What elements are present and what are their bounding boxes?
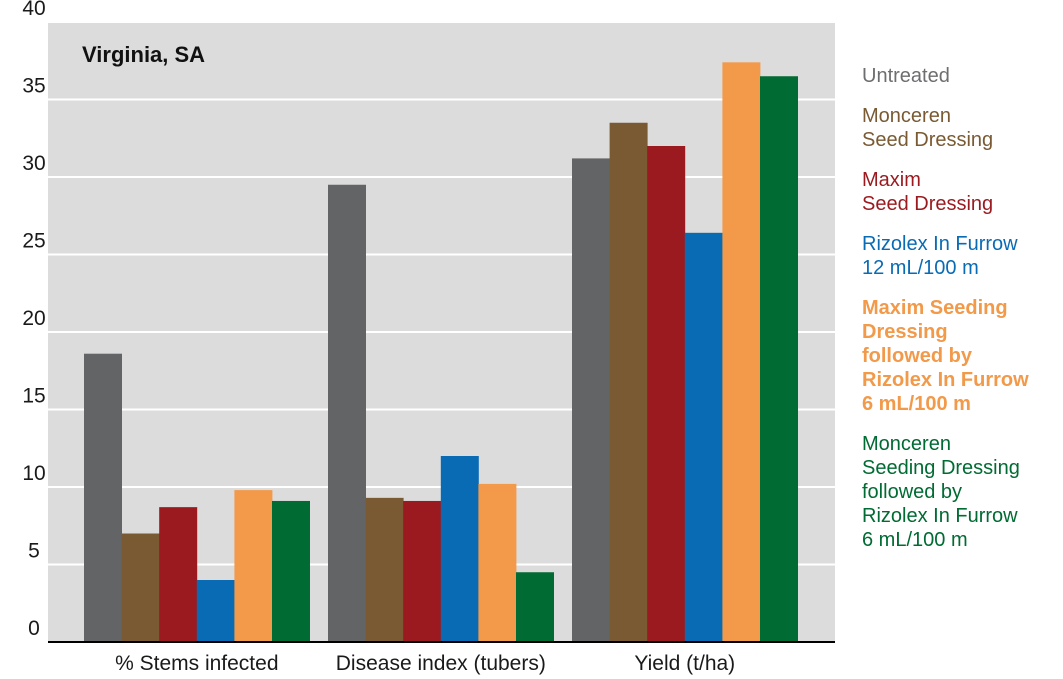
chart-title: Virginia, SA	[82, 42, 205, 67]
bar	[365, 497, 404, 642]
bar	[760, 76, 798, 642]
bar	[609, 122, 648, 642]
legend-item: Monceren Seed Dressing	[862, 105, 994, 151]
y-tick-labels: 0 5 10 15 20 25 30 35 40	[22, 0, 45, 640]
legend-item: Maxim Seed Dressing	[862, 169, 994, 215]
y-tick-label: 5	[28, 540, 40, 563]
x-category-label: Yield (t/ha)	[634, 652, 735, 675]
y-tick-label: 10	[22, 462, 45, 485]
bar	[84, 353, 122, 642]
bar	[403, 500, 442, 642]
bar	[272, 500, 310, 642]
legend-item: Untreated	[862, 65, 950, 87]
bar	[121, 533, 160, 642]
x-category-label: Disease index (tubers)	[336, 652, 546, 675]
y-tick-label: 30	[22, 152, 45, 175]
y-tick-label: 40	[22, 0, 45, 20]
x-category-label: % Stems infected	[115, 652, 278, 675]
bar	[196, 580, 235, 642]
bar	[234, 490, 273, 642]
y-tick-label: 25	[22, 230, 45, 253]
bar	[159, 507, 198, 642]
legend: Untreated Monceren Seed Dressing Maxim See…	[862, 64, 1062, 568]
bar	[684, 232, 723, 643]
y-tick-label: 20	[22, 307, 45, 330]
legend-item: Maxim Seeding Dressing followed by Rizol…	[862, 297, 1029, 415]
bar	[647, 146, 686, 642]
bar	[440, 456, 479, 642]
bar	[328, 184, 366, 642]
y-tick-label: 0	[28, 617, 40, 640]
legend-item: Monceren Seeding Dressing followed by Ri…	[862, 433, 1020, 551]
bar	[478, 483, 517, 642]
x-category-labels: % Stems infected Disease index (tubers) Yi…	[115, 652, 735, 675]
legend-item: Rizolex In Furrow 12 mL/100 m	[862, 233, 1018, 279]
y-tick-label: 35	[22, 75, 45, 98]
bar	[722, 62, 761, 643]
bar	[572, 158, 610, 642]
y-tick-label: 15	[22, 385, 45, 408]
bars	[84, 62, 798, 643]
bar	[516, 572, 554, 642]
